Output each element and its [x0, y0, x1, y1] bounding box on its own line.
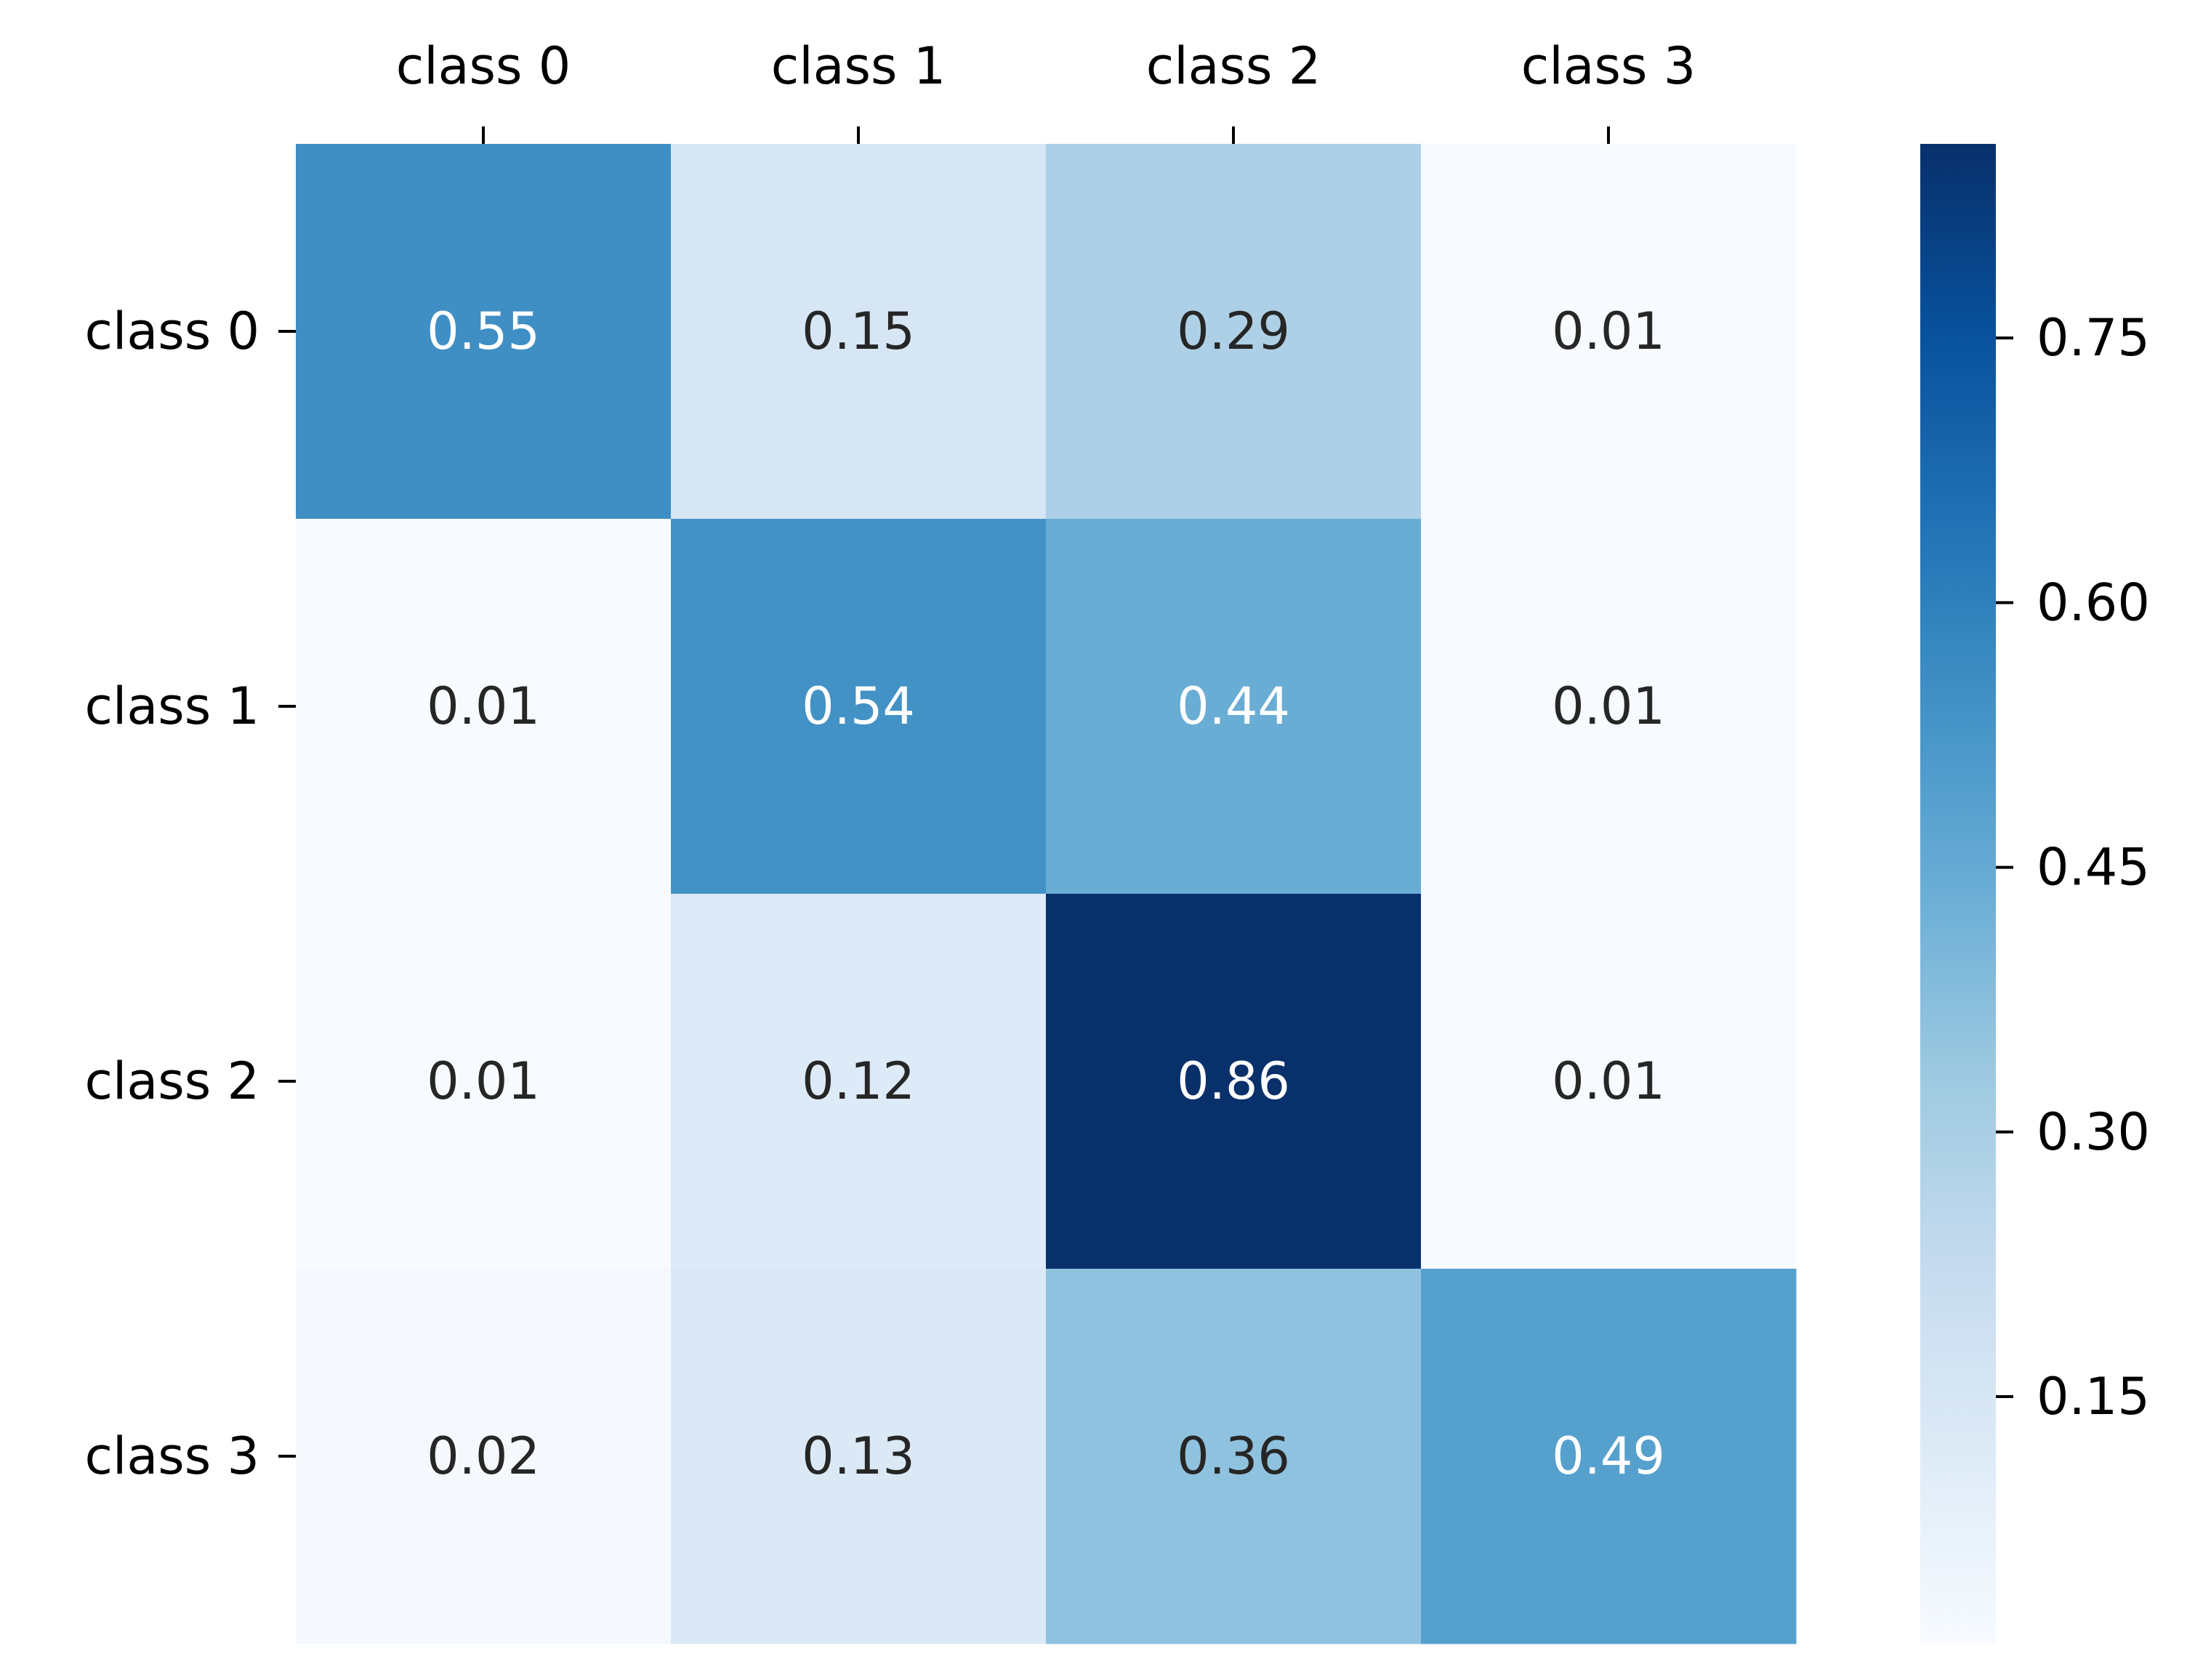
heatmap-cell-r0-c3: [1421, 144, 1797, 520]
heatmap-cell-r3-c2: [1046, 1269, 1422, 1644]
x-tick-label-1: class 1: [771, 36, 946, 96]
heatmap-cell-r0-c0: [296, 144, 672, 520]
heatmap-cell-r3-c0: [296, 1269, 672, 1644]
x-tick-label-0: class 0: [396, 36, 571, 96]
heatmap-cell-r0-c1: [671, 144, 1047, 520]
x-tick-label-3: class 3: [1521, 36, 1696, 96]
y-tick-label-3: class 3: [84, 1426, 259, 1486]
colorbar-tick-label-2: 0.45: [2037, 838, 2150, 897]
cell-label-r0-c1: 0.15: [802, 302, 915, 361]
x-axis-top: class 0 class 1 class 2 class 3: [396, 36, 1696, 144]
cell-label-r1-c2: 0.44: [1177, 677, 1290, 736]
y-axis-left: class 0 class 1 class 2 class 3: [84, 302, 296, 1486]
colorbar-tick-label-0: 0.15: [2037, 1367, 2150, 1426]
cell-label-r1-c3: 0.01: [1552, 677, 1665, 736]
cell-label-r3-c1: 0.13: [802, 1426, 915, 1486]
heatmap-cell-r2-c1: [671, 894, 1047, 1269]
y-tick-label-2: class 2: [84, 1051, 259, 1111]
cell-label-r3-c0: 0.02: [427, 1426, 540, 1486]
colorbar-tick-label-4: 0.75: [2037, 308, 2150, 368]
heatmap-cell-r1-c0: [296, 519, 672, 894]
x-tick-label-2: class 2: [1146, 36, 1321, 96]
colorbar-tick-label-3: 0.60: [2037, 573, 2150, 632]
cell-label-r1-c1: 0.54: [802, 677, 915, 736]
cell-label-r0-c0: 0.55: [427, 302, 540, 361]
colorbar-bar: [1920, 144, 1996, 1644]
heatmap-cell-r0-c2: [1046, 144, 1422, 520]
cell-label-r3-c2: 0.36: [1177, 1426, 1290, 1486]
cell-label-r2-c2: 0.86: [1177, 1051, 1290, 1111]
cell-label-r2-c3: 0.01: [1552, 1051, 1665, 1111]
heatmap-cell-r3-c1: [671, 1269, 1047, 1644]
cell-label-r3-c3: 0.49: [1552, 1426, 1665, 1486]
cell-label-r1-c0: 0.01: [427, 677, 540, 736]
heatmap-cell-r2-c3: [1421, 894, 1797, 1269]
heatmap-cell-r1-c1: [671, 519, 1047, 894]
cell-label-r2-c1: 0.12: [802, 1051, 915, 1111]
heatmap-cell-r3-c3: [1421, 1269, 1797, 1644]
heatmap-cell-r1-c3: [1421, 519, 1797, 894]
cell-label-r0-c3: 0.01: [1552, 302, 1665, 361]
heatmap-cell-r2-c2: [1046, 894, 1422, 1269]
cell-label-r0-c2: 0.29: [1177, 302, 1290, 361]
colorbar-tick-label-1: 0.30: [2037, 1102, 2150, 1162]
heatmap-cell-r1-c2: [1046, 519, 1422, 894]
heatmap-cell-r2-c0: [296, 894, 672, 1269]
cell-label-r2-c0: 0.01: [427, 1051, 540, 1111]
heatmap-cells: 0.55 0.15 0.29 0.01 0.01 0.54 0.44 0.01 0.01 0.12…: [296, 144, 1797, 1644]
y-tick-label-0: class 0: [84, 302, 259, 361]
y-tick-label-1: class 1: [84, 677, 259, 736]
colorbar: 0.15 0.30 0.45 0.60 0.75: [1920, 144, 2150, 1644]
